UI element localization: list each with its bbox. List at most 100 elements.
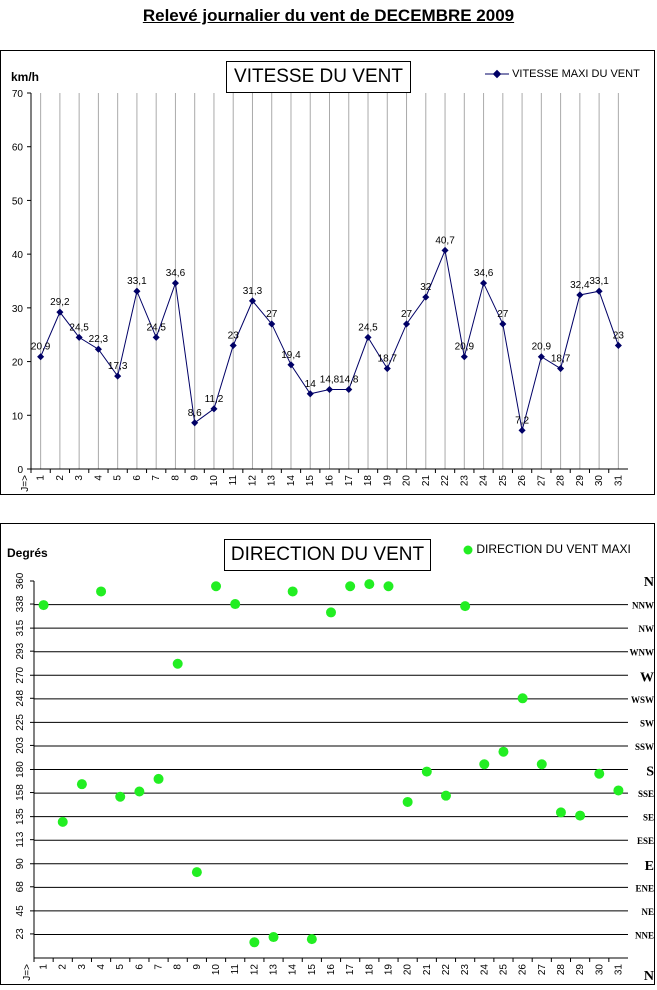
speed-x-tick-label: 18 — [363, 475, 374, 487]
direction-chart: 2345689011313515818020322524827029331533… — [15, 572, 654, 984]
speed-data-point — [480, 279, 488, 287]
direction-data-point — [306, 934, 317, 945]
direction-compass-label: SSE — [638, 789, 654, 799]
direction-compass-label: SW — [640, 718, 654, 728]
speed-x-tick-label: 3 — [74, 475, 85, 481]
speed-data-point — [537, 353, 545, 361]
direction-x-tick-label: 11 — [230, 964, 241, 975]
direction-data-point — [249, 937, 260, 948]
speed-data-point — [75, 333, 83, 341]
direction-y-tick-label: 225 — [15, 714, 26, 731]
direction-compass-label: N — [644, 969, 654, 984]
speed-data-label: 11,2 — [205, 394, 224, 405]
direction-data-point — [268, 932, 279, 943]
speed-data-point — [171, 279, 179, 287]
speed-data-point — [191, 419, 199, 427]
speed-data-label: 27 — [497, 309, 509, 320]
direction-data-point — [134, 786, 145, 797]
direction-x-tick-label: 18 — [364, 964, 375, 976]
speed-data-label: 19,4 — [281, 350, 301, 361]
direction-y-tick-label: 113 — [15, 831, 26, 847]
speed-data-label: 23 — [613, 330, 625, 341]
direction-data-point — [383, 581, 394, 592]
speed-data-point — [345, 385, 353, 394]
direction-y-tick-label: 180 — [15, 761, 26, 778]
direction-data-point — [498, 746, 509, 757]
direction-compass-label: SSW — [635, 742, 654, 752]
speed-x-tick-label: 23 — [459, 475, 470, 487]
direction-data-point — [402, 796, 413, 807]
direction-data-point — [536, 759, 547, 770]
direction-y-tick-label: 315 — [15, 619, 26, 636]
speed-data-point — [114, 372, 122, 380]
direction-x-tick-label: 21 — [422, 964, 433, 976]
speed-x-tick-label: 9 — [190, 475, 201, 481]
direction-x-tick-label: 29 — [575, 964, 586, 976]
direction-y-tick-label: 158 — [15, 784, 26, 801]
direction-x-tick-label: 25 — [498, 964, 509, 976]
direction-y-tick-label: 90 — [15, 858, 26, 870]
speed-data-label: 31,3 — [243, 286, 263, 297]
speed-y-tick-label: 10 — [12, 411, 24, 422]
direction-y-tick-label: 248 — [15, 690, 26, 707]
direction-x-tick-label: 23 — [460, 964, 471, 976]
speed-x-tick-label: 19 — [382, 475, 393, 487]
speed-data-label: 40,7 — [435, 235, 455, 246]
speed-data-label: 34,6 — [474, 268, 494, 279]
direction-data-point — [364, 579, 375, 590]
direction-data-point — [460, 601, 471, 612]
direction-unit-label: Degrés — [7, 546, 48, 560]
direction-data-point — [326, 607, 336, 618]
speed-data-point — [229, 341, 237, 349]
speed-data-label: 34,6 — [166, 268, 186, 279]
speed-data-point — [576, 291, 584, 299]
speed-data-point — [248, 297, 257, 305]
direction-data-point — [76, 779, 87, 790]
speed-x-tick-label: 5 — [113, 475, 124, 481]
direction-compass-label: N — [644, 575, 654, 590]
speed-data-label: 8,6 — [188, 408, 202, 419]
speed-data-label: 14,8 — [339, 375, 359, 386]
direction-data-point — [575, 810, 586, 821]
direction-y-tick-label: 338 — [15, 595, 26, 612]
speed-data-label: 14,8 — [320, 375, 340, 386]
direction-data-point — [172, 658, 183, 669]
speed-data-label: 27 — [266, 309, 278, 320]
speed-x-tick-label: 25 — [498, 475, 509, 487]
speed-data-label: 18,7 — [551, 354, 571, 365]
speed-data-label: 27 — [401, 309, 413, 320]
speed-y-tick-label: 60 — [12, 143, 24, 154]
direction-data-point — [345, 581, 356, 592]
direction-compass-label: SE — [643, 813, 654, 823]
speed-data-label: 7,2 — [515, 415, 529, 426]
direction-legend: DIRECTION DU VENT MAXI — [463, 542, 631, 556]
speed-x-tick-label: 1 — [36, 475, 47, 481]
speed-data-label: 18,7 — [378, 354, 398, 365]
direction-x-tick-label: 30 — [594, 964, 605, 976]
direction-x-tick-label: 14 — [288, 964, 299, 976]
speed-data-point — [133, 287, 141, 295]
direction-x-tick-label: 7 — [154, 964, 165, 970]
speed-y-tick-label: 0 — [17, 465, 23, 476]
speed-data-label: 33,1 — [127, 276, 147, 287]
direction-data-point — [287, 586, 298, 597]
speed-data-point — [325, 385, 334, 394]
speed-data-point — [37, 353, 45, 361]
direction-data-point — [211, 581, 222, 592]
direction-data-point — [96, 586, 107, 597]
speed-y-tick-label: 40 — [12, 250, 24, 261]
direction-data-point — [230, 599, 241, 610]
speed-x-tick-label: 13 — [267, 475, 278, 487]
speed-data-label: 32 — [420, 282, 432, 293]
speed-data-label: 20,9 — [31, 342, 51, 353]
speed-x-tick-label: 4 — [93, 475, 104, 481]
speed-unit-label: km/h — [11, 70, 40, 84]
speed-x-tick-label: 8 — [170, 475, 181, 481]
direction-compass-label: NNW — [632, 601, 654, 611]
speed-x-tick-label: 11 — [228, 475, 239, 486]
speed-data-point — [383, 365, 391, 373]
direction-x-tick-label: 24 — [479, 964, 490, 976]
speed-legend: VITESSE MAXI DU VENT — [485, 68, 640, 80]
speed-data-point — [518, 426, 526, 434]
direction-x-axis-marker: J=> — [22, 964, 33, 981]
